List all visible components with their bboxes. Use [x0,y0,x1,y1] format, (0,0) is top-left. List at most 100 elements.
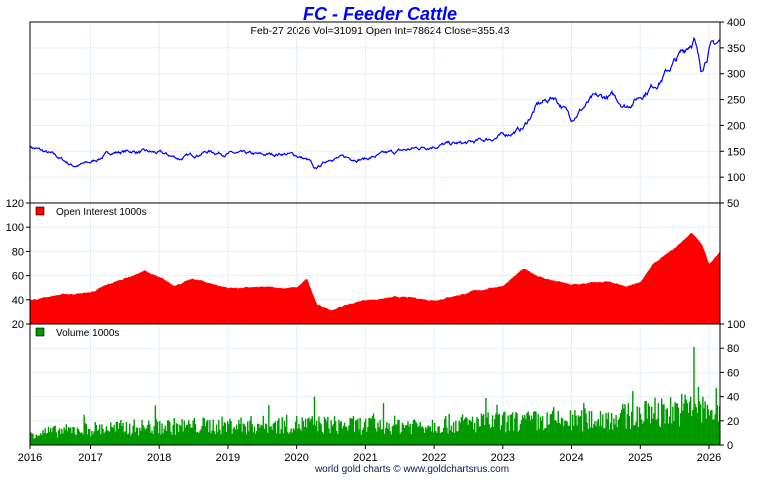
volume-bar [320,424,322,445]
volume-bar [90,436,92,445]
volume-bar [658,425,661,445]
volume-bar [143,427,145,445]
volume-bar [117,428,120,445]
volume-bar [162,433,164,445]
volume-bar [575,415,577,445]
volume-bar [364,418,367,445]
volume-bar [584,408,586,445]
volume-bar [99,424,101,445]
volume-bar [692,409,694,445]
volume-bar [165,431,168,445]
volume-bar [596,421,598,445]
volume-bar [410,434,413,445]
volume-bar [245,434,248,445]
volume-bar [694,403,696,445]
volume-bar [80,433,82,445]
volume-bar [271,429,273,445]
volume-bar [96,430,99,445]
volume-bar [103,433,105,445]
volume-bar [476,417,478,445]
volume-bar [579,416,582,445]
y-tick-label: 40 [727,392,739,404]
volume-bar [317,431,319,445]
y-tick-label: 300 [727,69,745,81]
volume-bar [508,430,510,445]
volume-bar [380,429,382,445]
volume-bar [68,428,71,445]
volume-bar [391,426,394,445]
volume-bar [446,427,448,445]
volume-bar [698,401,701,445]
volume-bar [697,386,700,445]
volume-bar [176,424,179,445]
volume-bar [540,420,543,445]
volume-bar [586,422,588,445]
volume-bar [220,434,222,445]
volume-bar [416,423,418,445]
volume-bar [137,435,140,445]
volume-bar [43,433,45,445]
volume-bar [347,430,349,445]
volume-bar [263,428,266,445]
volume-bar [622,404,624,445]
volume-bar [210,433,212,445]
volume-bar [713,419,715,445]
volume-bar [136,427,139,445]
volume-bar [338,419,340,445]
panel-frame-volume [29,323,721,446]
volume-bar [527,411,529,445]
volume-bar [691,416,693,445]
volume-bar [302,420,305,445]
volume-bar [84,423,86,445]
volume-bar [354,420,357,445]
volume-bar [318,416,320,445]
volume-bar [654,397,656,445]
volume-bar [406,425,408,445]
volume-bar [290,428,292,445]
volume-bar [83,414,85,445]
volume-bar [536,430,538,445]
volume-bar [519,423,522,445]
volume-bar [182,431,184,445]
volume-bar [526,413,528,445]
volume-bar [568,425,571,445]
volume-bar [487,412,489,445]
volume-bar [671,423,673,445]
volume-bar [337,433,339,445]
y-tick-label: 100 [727,319,745,331]
volume-bar [76,427,79,445]
volume-bar [676,403,679,445]
volume-bar [712,419,714,445]
y-tick-label: 350 [727,43,745,55]
volume-bar [300,430,302,445]
volume-bar [150,432,152,445]
volume-bar [618,417,621,445]
volume-bar [623,408,625,445]
volume-bar [94,422,96,445]
volume-bar [709,410,712,445]
volume-bar [518,429,520,445]
chart-title: FC - Feeder Cattle [303,4,457,24]
volume-bar [174,434,177,445]
volume-bar [151,430,153,445]
volume-bar [66,430,69,445]
volume-bar [409,423,411,445]
y-tick-label: 0 [727,440,733,452]
volume-bar [189,423,191,445]
volume-bar [665,409,667,445]
volume-legend: Volume 1000s [35,327,119,339]
volume-bar [620,409,623,445]
volume-bar [206,419,209,445]
volume-bar [36,435,39,445]
volume-bar [399,433,401,445]
volume-bar [119,423,121,445]
volume-bar [550,413,553,445]
volume-bar [678,426,681,445]
volume-bar [234,429,237,445]
volume-bar [689,396,692,445]
volume-bar [444,418,446,445]
volume-bar [186,424,189,445]
volume-bar [112,428,114,445]
volume-bar [63,427,65,445]
volume-bar [231,433,233,445]
